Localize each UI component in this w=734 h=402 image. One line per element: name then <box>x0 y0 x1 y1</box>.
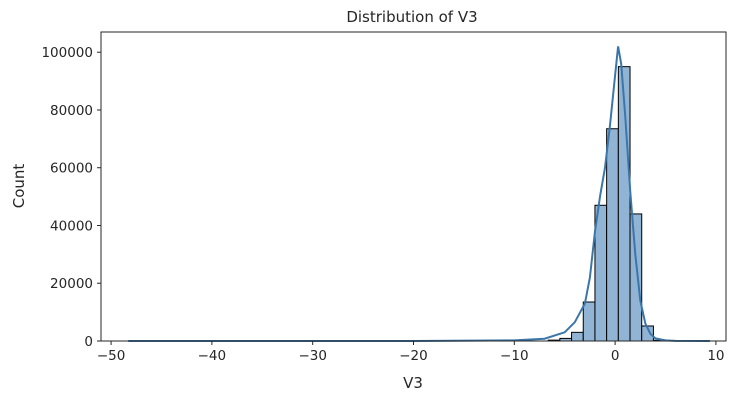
bar-5 <box>606 128 619 342</box>
x-tick-label: −30 <box>298 348 327 364</box>
x-axis-label: V3 <box>403 374 423 392</box>
y-tick-label: 20000 <box>50 276 93 292</box>
x-tick-label: 0 <box>611 348 620 364</box>
y-tick-label: 100000 <box>41 45 93 61</box>
chart-title: Distribution of V3 <box>346 8 477 26</box>
x-tick-label: −10 <box>500 348 529 364</box>
y-tick-label: 80000 <box>50 103 93 119</box>
x-axis-ticks: −50 −40 −30 −20 −10 0 10 <box>97 341 725 364</box>
x-tick-label: −50 <box>97 348 126 364</box>
y-tick-label: 40000 <box>50 218 93 234</box>
y-tick-label: 0 <box>84 334 93 350</box>
kde-line <box>128 46 710 342</box>
bar-2 <box>571 331 584 342</box>
y-axis-ticks: 0 20000 40000 60000 80000 100000 <box>41 45 101 350</box>
bar-7 <box>629 213 643 342</box>
histogram-bars <box>547 66 666 342</box>
x-tick-label: −40 <box>198 348 227 364</box>
y-tick-label: 60000 <box>50 161 93 177</box>
bar-3 <box>582 301 596 342</box>
y-axis-label: Count <box>10 164 28 209</box>
x-tick-label: 10 <box>707 348 724 364</box>
x-tick-label: −20 <box>399 348 428 364</box>
